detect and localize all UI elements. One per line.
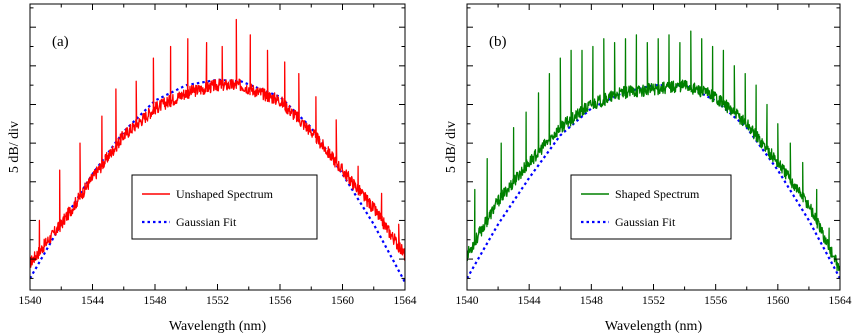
x-tick-label: 1552: [642, 295, 665, 307]
x-tick-label: 1548: [580, 295, 603, 307]
y-axis-label: 5 dB/ div: [7, 121, 22, 173]
plot-frame: [466, 3, 841, 291]
x-axis-label: Wavelength (nm): [605, 319, 703, 334]
x-tick-label: 1564: [829, 295, 852, 307]
series-gaussian-fit-line: [30, 78, 405, 283]
legend: Unshaped Spectrum Gaussian Fit: [131, 174, 318, 240]
x-tick-label: 1556: [269, 295, 292, 307]
x-axis-label: Wavelength (nm): [169, 319, 267, 334]
x-tick-label: 1560: [766, 295, 789, 307]
x-tick-label: 1556: [704, 295, 727, 307]
panel-label: (a): [52, 34, 69, 50]
plot-frame: [29, 3, 406, 291]
series-measured-spectrum-line: [467, 30, 840, 272]
legend-box: [131, 174, 318, 240]
legend-box: [570, 174, 732, 240]
y-axis-label: 5 dB/ div: [444, 121, 459, 173]
legend: Shaped Spectrum Gaussian Fit: [570, 174, 732, 240]
chart-panel-b: 1540 1544 1548 1552 1556 1560 1564 Wavelength (…: [444, 3, 852, 334]
series-measured-spectrum-line: [30, 18, 405, 268]
chart-panel-a: 1540 1544 1548 1552 1556 1560 1564 Wavelength (…: [7, 3, 417, 334]
legend-fit-label: Gaussian Fit: [176, 215, 237, 229]
x-tick-label: 1540: [456, 295, 479, 307]
x-tick-label: 1564: [394, 295, 417, 307]
legend-measured-label: Shaped Spectrum: [615, 187, 700, 201]
legend-fit-label: Gaussian Fit: [615, 215, 676, 229]
panel-label: (b): [489, 34, 507, 50]
x-tick-label: 1560: [331, 295, 354, 307]
x-tick-label: 1544: [81, 295, 104, 307]
legend-measured-label: Unshaped Spectrum: [176, 187, 274, 201]
x-tick-label: 1544: [518, 295, 541, 307]
x-tick-label: 1548: [144, 295, 167, 307]
x-tick-label: 1540: [19, 295, 42, 307]
x-tick-label: 1552: [206, 295, 229, 307]
